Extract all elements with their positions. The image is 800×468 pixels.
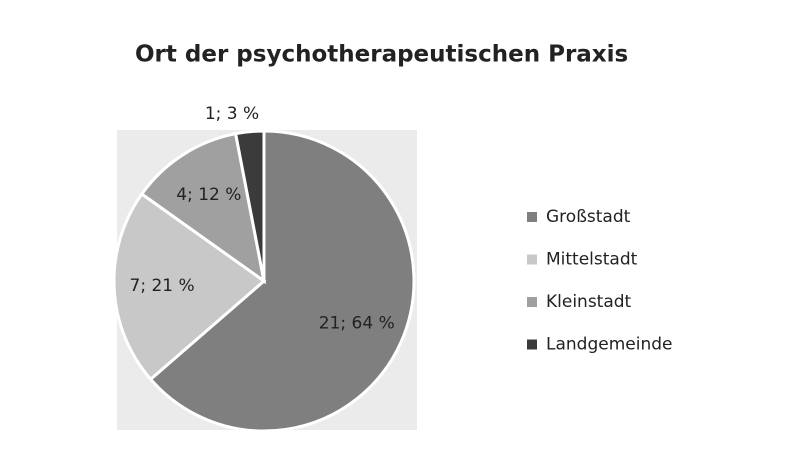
- legend-swatch: [527, 254, 537, 265]
- data-label: 4; 12 %: [176, 185, 241, 205]
- legend-swatch: [527, 297, 537, 307]
- legend-label: Mittelstadt: [546, 250, 638, 270]
- legend-label: Landgemeinde: [546, 335, 672, 355]
- pie-slice: [139, 131, 267, 285]
- pie-slice: [233, 129, 266, 282]
- chart-title: Ort der psychotherapeutischen Praxis: [135, 42, 628, 68]
- legend-label: Kleinstadt: [546, 292, 632, 312]
- data-label: 7; 21 %: [130, 276, 195, 296]
- pie-slice: [112, 191, 267, 382]
- legend-swatch: [527, 339, 537, 350]
- pie-slice: [148, 129, 416, 433]
- data-label: 1; 3 %: [205, 104, 259, 124]
- legend-swatch: [527, 212, 537, 222]
- legend-label: Großstadt: [546, 207, 631, 227]
- data-label: 21; 64 %: [319, 313, 395, 333]
